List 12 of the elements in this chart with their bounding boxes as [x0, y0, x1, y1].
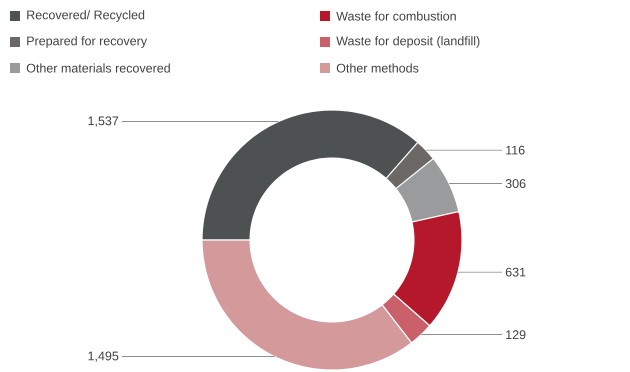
legend-label: Other methods [336, 63, 418, 73]
legend-label: Waste for deposit (landfill) [336, 36, 480, 48]
legend-label: Waste for combustion [336, 11, 456, 21]
data-label: 1,495 [88, 352, 118, 362]
data-label: 631 [506, 268, 526, 277]
legend-label: Prepared for recovery [27, 36, 148, 48]
data-label: 1,537 [88, 116, 118, 127]
legend-label: Other materials recovered [26, 63, 170, 73]
data-label: 116 [506, 146, 525, 155]
data-label: 306 [506, 179, 526, 188]
data-label: 129 [506, 330, 526, 340]
legend-label: Recovered/ Recycled [27, 10, 144, 22]
